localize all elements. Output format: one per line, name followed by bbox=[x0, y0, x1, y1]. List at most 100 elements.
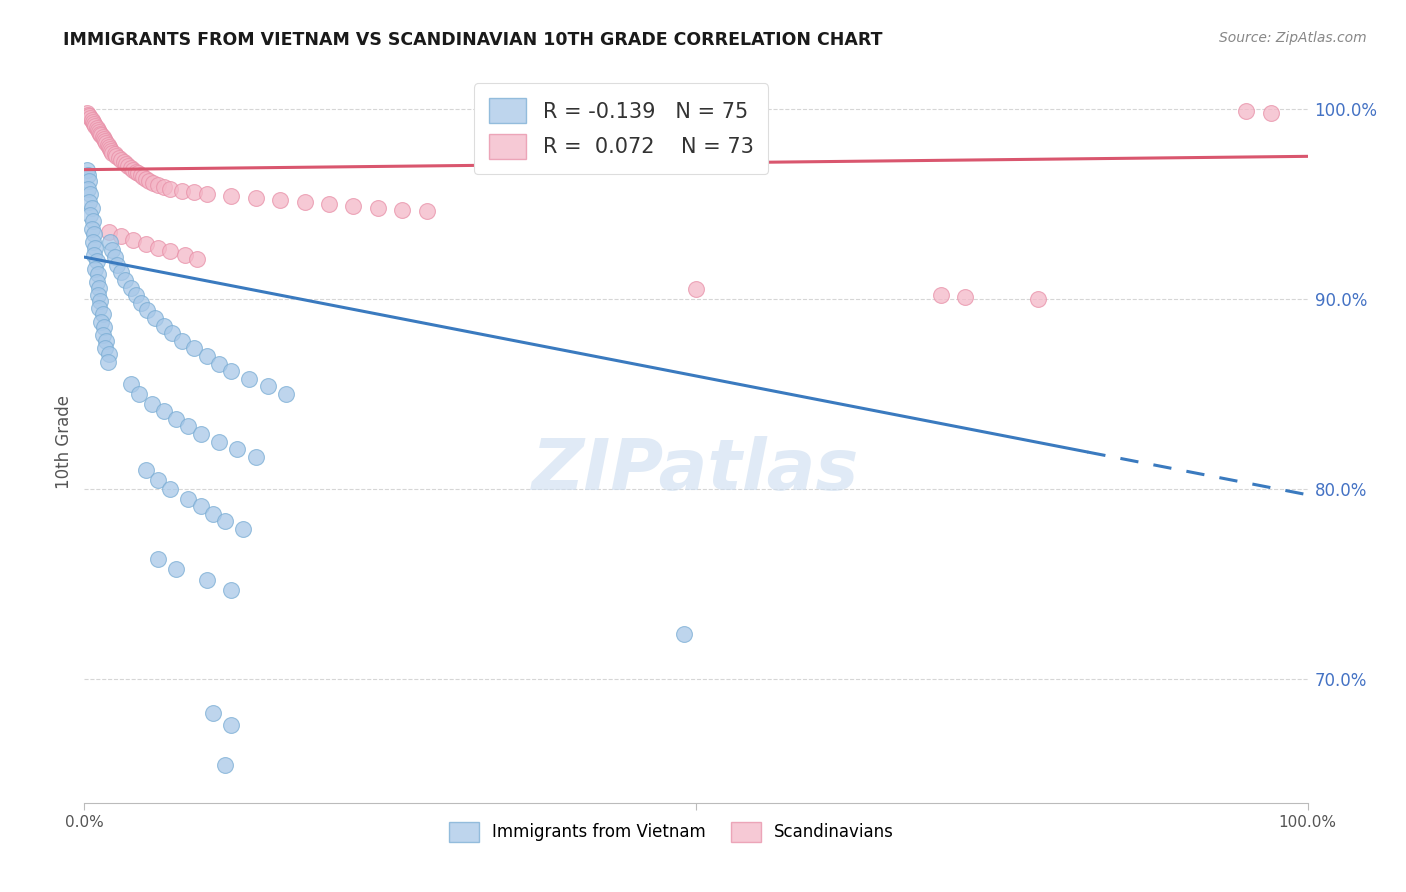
Point bbox=[110, 265, 132, 279]
Point bbox=[104, 250, 127, 264]
Point bbox=[153, 318, 176, 333]
Point bbox=[1260, 105, 1282, 120]
Point bbox=[159, 482, 181, 496]
Point bbox=[120, 280, 142, 294]
Point bbox=[76, 162, 98, 177]
Point bbox=[146, 178, 169, 192]
Point bbox=[87, 288, 110, 302]
Point bbox=[276, 387, 298, 401]
Point bbox=[1028, 292, 1050, 306]
Point bbox=[82, 115, 104, 129]
Point bbox=[172, 334, 194, 348]
Point bbox=[128, 387, 150, 401]
Point bbox=[107, 151, 129, 165]
Point bbox=[89, 127, 111, 141]
Point bbox=[90, 315, 112, 329]
Point bbox=[127, 166, 149, 180]
Point bbox=[87, 122, 110, 136]
Point bbox=[110, 229, 132, 244]
Point bbox=[183, 342, 205, 356]
Y-axis label: 10th Grade: 10th Grade bbox=[55, 394, 73, 489]
Point bbox=[79, 187, 101, 202]
Point bbox=[195, 574, 218, 588]
Point bbox=[318, 197, 340, 211]
Point bbox=[83, 248, 105, 262]
Point bbox=[110, 153, 132, 168]
Point bbox=[83, 117, 105, 131]
Point bbox=[208, 434, 231, 449]
Point bbox=[115, 157, 138, 171]
Point bbox=[112, 155, 135, 169]
Point bbox=[1236, 103, 1258, 118]
Point bbox=[82, 214, 104, 228]
Point bbox=[97, 140, 120, 154]
Point bbox=[135, 303, 157, 318]
Point bbox=[146, 552, 169, 566]
Point bbox=[98, 142, 121, 156]
Point bbox=[80, 201, 103, 215]
Point bbox=[120, 377, 142, 392]
Point bbox=[367, 201, 389, 215]
Point bbox=[219, 582, 242, 597]
Point bbox=[232, 522, 254, 536]
Point bbox=[190, 426, 212, 441]
Point bbox=[91, 130, 114, 145]
Point bbox=[219, 364, 242, 378]
Point bbox=[97, 347, 120, 361]
Point bbox=[97, 137, 120, 152]
Point bbox=[929, 288, 952, 302]
Point bbox=[142, 176, 165, 190]
Point bbox=[97, 354, 120, 368]
Point bbox=[416, 204, 439, 219]
Point bbox=[183, 186, 205, 200]
Point bbox=[162, 326, 184, 340]
Point bbox=[125, 164, 148, 178]
Point bbox=[159, 181, 181, 195]
Point bbox=[98, 235, 121, 249]
Point bbox=[195, 349, 218, 363]
Point bbox=[94, 342, 117, 356]
Point bbox=[87, 301, 110, 316]
Point bbox=[141, 396, 163, 410]
Point bbox=[201, 706, 224, 721]
Point bbox=[84, 261, 107, 276]
Point bbox=[91, 328, 114, 343]
Point bbox=[96, 136, 118, 150]
Point bbox=[77, 169, 100, 183]
Point bbox=[79, 112, 101, 126]
Point bbox=[269, 193, 291, 207]
Point bbox=[146, 241, 169, 255]
Point bbox=[165, 562, 187, 576]
Point bbox=[101, 145, 124, 160]
Point bbox=[105, 149, 128, 163]
Point bbox=[391, 202, 413, 217]
Point bbox=[201, 507, 224, 521]
Point bbox=[219, 718, 242, 732]
Point bbox=[214, 515, 236, 529]
Point bbox=[129, 295, 152, 310]
Point bbox=[159, 244, 181, 259]
Point bbox=[165, 411, 187, 425]
Point bbox=[97, 226, 120, 240]
Point bbox=[173, 248, 195, 262]
Point bbox=[91, 307, 114, 321]
Point bbox=[135, 463, 157, 477]
Point bbox=[120, 161, 142, 175]
Point bbox=[143, 310, 166, 325]
Point bbox=[177, 419, 200, 434]
Point bbox=[77, 107, 100, 121]
Point bbox=[87, 125, 110, 139]
Point bbox=[82, 235, 104, 249]
Point bbox=[87, 280, 110, 294]
Point bbox=[190, 499, 212, 513]
Point bbox=[114, 273, 136, 287]
Point bbox=[172, 184, 194, 198]
Point bbox=[122, 162, 145, 177]
Point bbox=[153, 404, 176, 418]
Point bbox=[79, 208, 101, 222]
Point bbox=[245, 191, 267, 205]
Point bbox=[294, 194, 316, 209]
Point bbox=[132, 170, 155, 185]
Point bbox=[138, 174, 160, 188]
Point bbox=[80, 221, 103, 235]
